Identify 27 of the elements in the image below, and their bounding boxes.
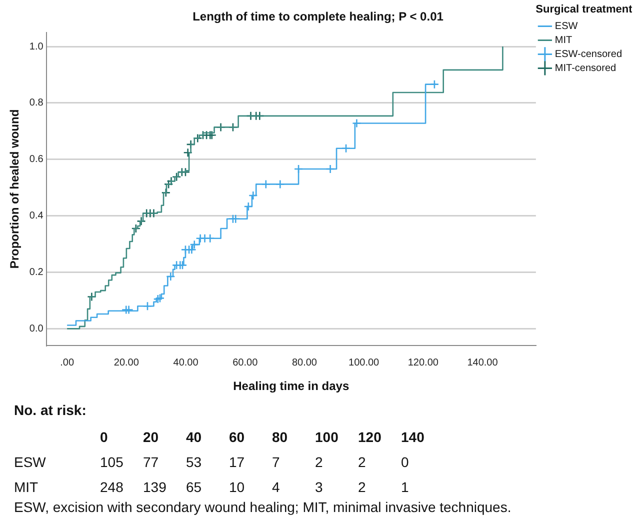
text: MIT 248 139 65 10 4 3 2 1 (14, 478, 409, 494)
legend-label: MIT (554, 34, 572, 46)
y-tick-label: 0.8 (29, 98, 44, 109)
x-tick-label: .00 (60, 357, 74, 368)
legend-label: ESW-censored (554, 48, 622, 60)
y-tick-label: 1.0 (29, 41, 44, 52)
text: No. at risk: (14, 402, 88, 420)
y-tick-label: 0.2 (29, 266, 44, 278)
y-tick-label: 0.6 (29, 154, 44, 166)
x-tick-label: 40.00 (173, 357, 199, 368)
text: ESW, excision with secondary wound healing; MIT, minimal invasive techniques. (14, 499, 512, 515)
x-tick-label: 100.00 (348, 357, 380, 368)
legend-label: MIT-censored (554, 62, 616, 74)
x-tick-label: 120.00 (408, 357, 439, 368)
y-axis-title: Proportion of healed wound (8, 109, 22, 269)
text: ESW 105 77 53 17 7 2 2 0 (14, 454, 409, 470)
chart-title: Length of time to complete healing; P < 0.01 (192, 10, 444, 24)
x-tick-label: 20.00 (114, 357, 140, 368)
legend-title: Surgical treatment (536, 4, 633, 16)
y-tick-label: 0.0 (29, 323, 44, 334)
x-tick-label: 80.00 (292, 357, 318, 368)
text: 0 20 40 60 80 100 120 140 (100, 428, 424, 444)
x-tick-label: 60.00 (232, 357, 258, 368)
x-axis-title: Healing time in days (233, 379, 350, 394)
legend-label: ESW (554, 20, 578, 32)
x-tick-label: 140.00 (467, 357, 498, 368)
y-tick-label: 0.4 (29, 210, 44, 222)
